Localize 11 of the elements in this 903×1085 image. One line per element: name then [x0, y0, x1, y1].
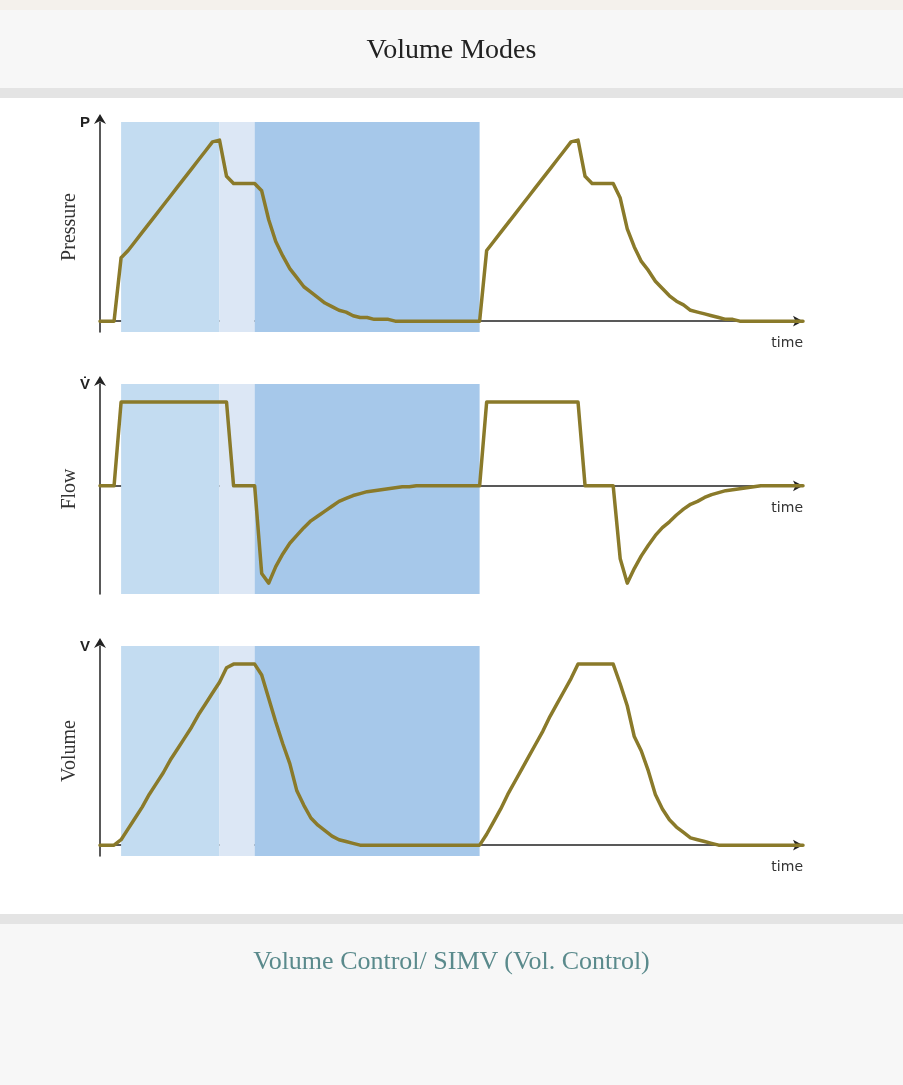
chart-title: Volume Modes — [0, 10, 903, 98]
text: V̇ — [80, 375, 91, 392]
text: V — [80, 637, 91, 654]
y-axis-title: Pressure — [57, 193, 79, 261]
y-axis-title: Flow — [57, 467, 79, 510]
text: P — [80, 113, 91, 130]
x-axis-title: time — [771, 334, 803, 351]
y-axis-title: Volume — [57, 719, 79, 782]
x-axis-title: time — [771, 858, 803, 875]
x-axis-title: time — [771, 498, 803, 515]
text: Volume Control/ SIMV (Vol. Control) — [0, 914, 903, 1085]
